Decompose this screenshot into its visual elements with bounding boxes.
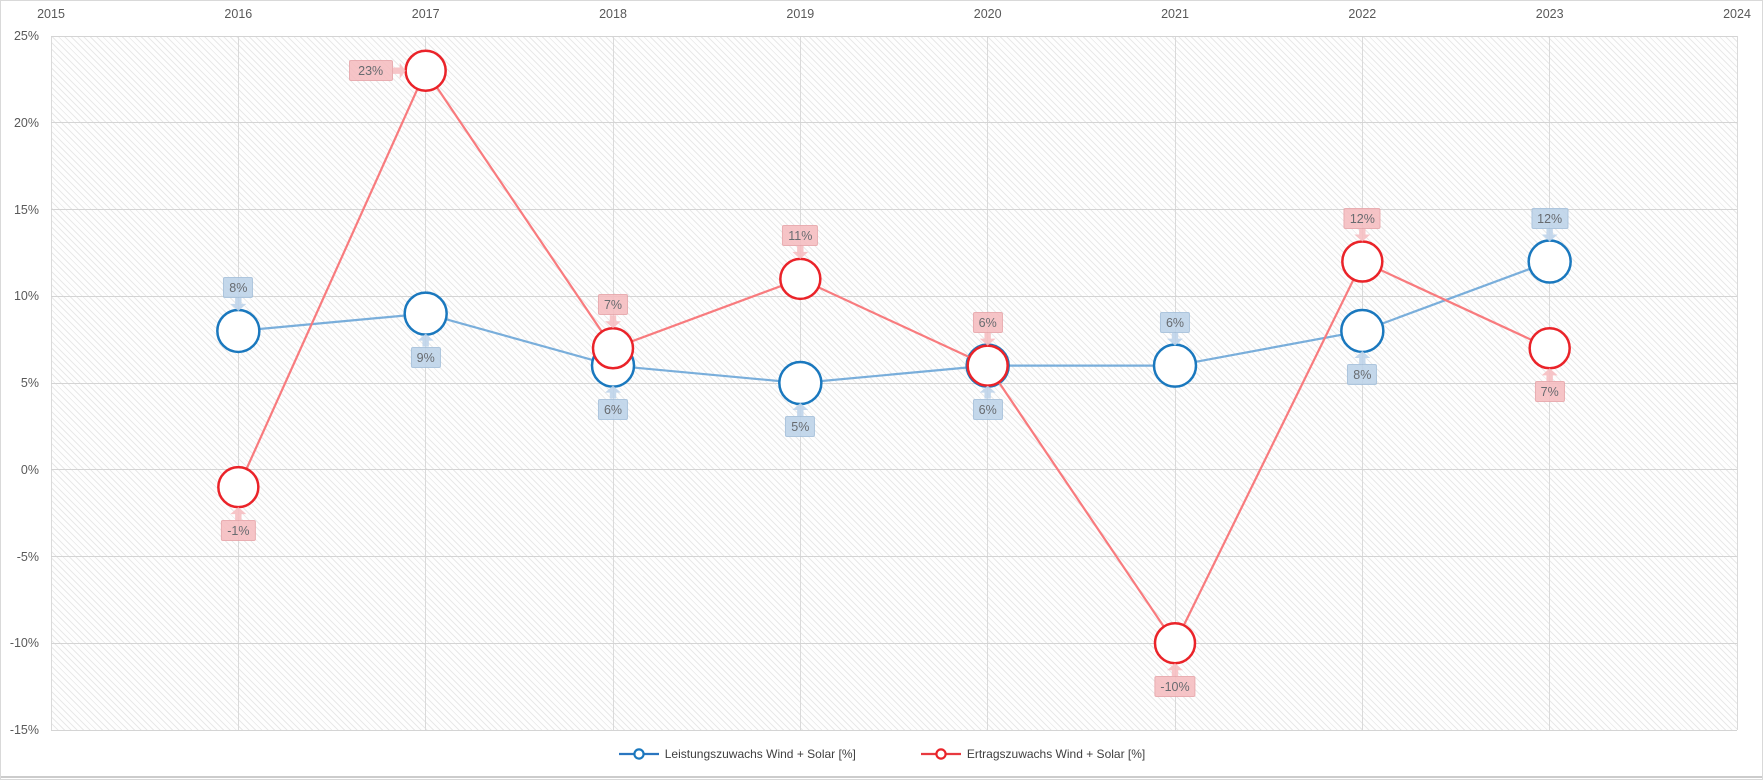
gridline-horizontal — [51, 382, 1737, 384]
legend-line-marker-icon-red — [920, 748, 961, 760]
data-label-callout[interactable]: 6% — [597, 398, 629, 420]
y-axis-tick-label: 5% — [20, 376, 39, 390]
data-point-marker[interactable] — [779, 257, 822, 301]
data-point-marker[interactable] — [1527, 239, 1572, 284]
gridline-horizontal — [51, 729, 1737, 731]
data-label-callout[interactable]: 8% — [223, 276, 254, 298]
y-axis-tick-label: -15% — [9, 723, 39, 737]
data-point-marker[interactable] — [778, 360, 823, 406]
legend: Leistungszuwachs Wind + Solar [%] Ertrag… — [1, 747, 1762, 761]
legend-label: Ertragszuwachs Wind + Solar [%] — [966, 747, 1146, 761]
data-label-callout[interactable]: 5% — [785, 416, 816, 437]
y-axis-tick-label: 0% — [20, 462, 39, 477]
data-point-marker[interactable] — [966, 344, 1009, 387]
data-point-marker[interactable] — [1340, 308, 1385, 354]
x-axis-tick-label: 2015 — [37, 7, 65, 21]
y-axis-tick-label: 10% — [13, 289, 39, 304]
gridline-horizontal — [51, 295, 1737, 297]
data-point-marker[interactable] — [1528, 327, 1571, 370]
gridline-horizontal — [51, 556, 1737, 557]
y-axis-tick-label: -5% — [16, 549, 39, 564]
x-axis-tick-label: 2018 — [599, 7, 627, 21]
gridline-vertical — [1736, 36, 1738, 730]
data-point-marker[interactable] — [1152, 343, 1198, 388]
data-label-callout[interactable]: 12% — [1343, 207, 1381, 229]
data-label-callout[interactable]: -1% — [221, 520, 256, 542]
data-label-callout[interactable]: 6% — [972, 311, 1003, 333]
data-label-callout[interactable]: 7% — [1534, 381, 1565, 403]
y-axis-tick-label: 15% — [13, 202, 39, 217]
data-label-callout[interactable]: -10% — [1154, 676, 1196, 698]
data-label-callout[interactable]: 6% — [972, 398, 1003, 420]
data-point-marker[interactable] — [1341, 240, 1384, 283]
data-label-callout[interactable]: 23% — [348, 60, 393, 82]
bottom-divider — [1, 776, 1762, 778]
gridline-horizontal — [51, 469, 1737, 471]
gridline-horizontal — [51, 642, 1737, 644]
data-label-callout[interactable]: 7% — [597, 294, 629, 316]
data-label-callout[interactable]: 9% — [410, 346, 441, 368]
series-line-leistungszuwachs[interactable] — [238, 260, 1551, 385]
x-axis-tick-label: 2016 — [224, 7, 253, 21]
data-point-marker[interactable] — [1153, 622, 1197, 665]
x-axis-tick-label: 2017 — [411, 7, 440, 21]
x-axis-tick-label: 2019 — [786, 7, 815, 21]
series-line-ertragszuwachs[interactable] — [237, 68, 1551, 646]
data-point-marker[interactable] — [217, 465, 260, 509]
data-label-callout[interactable]: 12% — [1531, 207, 1569, 229]
data-label-callout[interactable]: 8% — [1347, 363, 1378, 385]
y-axis-tick-label: 20% — [13, 115, 39, 130]
x-axis-tick-label: 2020 — [973, 7, 1002, 21]
legend-item-leistungszuwachs[interactable]: Leistungszuwachs Wind + Solar [%] — [618, 747, 856, 761]
y-axis-tick-label: 25% — [13, 29, 39, 43]
data-point-marker[interactable] — [403, 291, 448, 336]
gridline-horizontal — [51, 209, 1737, 210]
legend-label: Leistungszuwachs Wind + Solar [%] — [664, 747, 856, 761]
gridline-horizontal — [51, 122, 1737, 124]
data-point-marker[interactable] — [591, 327, 635, 370]
data-label-callout[interactable]: 11% — [782, 224, 819, 246]
data-label-callout[interactable]: 6% — [1159, 311, 1191, 333]
data-point-marker[interactable] — [404, 49, 447, 92]
data-point-marker[interactable] — [216, 308, 261, 354]
x-axis-tick-label: 2024 — [1723, 7, 1751, 21]
x-axis-tick-label: 2021 — [1161, 7, 1189, 21]
gridline-horizontal — [51, 35, 1737, 37]
y-axis-tick-label: -10% — [9, 636, 39, 651]
legend-item-ertragszuwachs[interactable]: Ertragszuwachs Wind + Solar [%] — [920, 747, 1145, 761]
legend-line-marker-icon-blue — [618, 748, 659, 760]
x-axis-tick-label: 2022 — [1348, 7, 1377, 21]
x-axis-tick-label: 2023 — [1535, 7, 1564, 21]
